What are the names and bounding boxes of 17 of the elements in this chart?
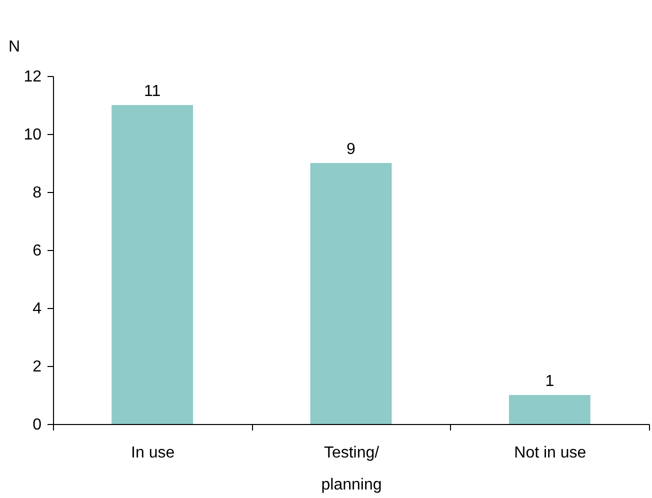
y-axis-title: N [8,38,20,56]
bar [112,105,194,424]
data-label: 1 [545,373,554,390]
bar [508,395,590,424]
data-label: 11 [144,83,161,100]
y-tick-label: 0 [32,416,42,434]
x-tick-label: Not in use [514,444,586,462]
y-tick-label: 12 [24,68,42,86]
bar [310,163,392,424]
x-tick-label: In use [131,444,175,462]
y-tick-label: 10 [24,126,42,144]
y-tick-label: 6 [32,242,42,260]
y-tick-label: 4 [32,300,42,318]
y-tick-label: 2 [32,358,42,376]
y-tick-label: 8 [32,184,42,202]
x-tick-label: Testing/ planning [321,444,382,494]
data-label: 9 [346,141,356,158]
